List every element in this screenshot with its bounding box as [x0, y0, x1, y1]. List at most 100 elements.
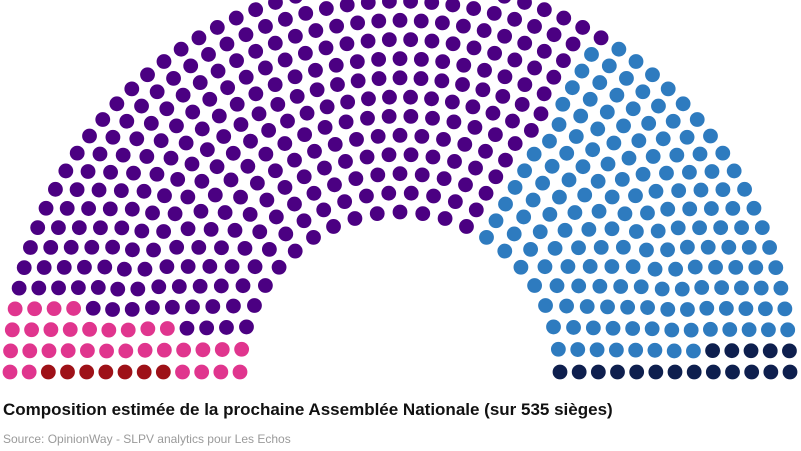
seat-dot-group-3 [179, 320, 195, 336]
seat-dot-group-4 [592, 75, 608, 90]
seat-dot-group-3 [258, 278, 273, 293]
seat-dot-group-4 [517, 163, 532, 179]
seat-dot-group-3 [248, 86, 264, 102]
seat-dot-group-2 [80, 343, 95, 359]
seat-dot-group-4 [513, 259, 529, 275]
seat-dot-group-4 [600, 299, 615, 315]
seat-dot-group-1 [79, 364, 95, 380]
seat-dot-group-3 [296, 169, 312, 185]
seat-dot-group-4 [537, 259, 553, 275]
seat-dot-group-4 [628, 54, 644, 69]
seat-dot-group-3 [277, 136, 293, 151]
seat-dot-group-3 [58, 163, 74, 179]
seat-dot-group-3 [424, 33, 440, 49]
seat-dot-group-3 [180, 259, 196, 274]
seat-dot-group-3 [268, 163, 283, 179]
seat-dot-group-3 [326, 219, 341, 234]
seat-dot-group-3 [268, 0, 283, 10]
parliament-chart [2, 0, 798, 380]
seat-dot-group-2 [214, 342, 230, 357]
seat-dot-group-3 [110, 281, 126, 297]
seat-dot-group-3 [137, 261, 153, 277]
seat-dot-group-4 [670, 220, 686, 236]
seat-dot-group-3 [36, 260, 52, 275]
seat-dot-group-4 [523, 241, 539, 257]
seat-dot-group-3 [360, 0, 376, 10]
seat-dot-group-3 [185, 104, 201, 120]
seat-dot-group-3 [92, 146, 108, 162]
seat-dot-group-3 [319, 99, 335, 115]
seat-dot-group-4 [746, 200, 762, 216]
seat-dot-group-3 [11, 280, 27, 296]
seat-dot-group-4 [633, 279, 649, 295]
seat-dot-group-3 [306, 185, 322, 201]
seat-dot-group-4 [599, 104, 615, 120]
seat-dot-group-3 [361, 91, 376, 107]
seat-dot-group-4 [619, 70, 634, 86]
seat-dot-group-4 [544, 158, 560, 174]
seat-dot-group-4 [625, 321, 641, 336]
seat-dot-group-4 [601, 58, 617, 74]
seat-dot-group-3 [348, 171, 364, 187]
seat-dot-group-4 [683, 322, 699, 338]
seat-dot-group-4 [768, 260, 784, 276]
seat-dot-group-4 [660, 301, 676, 317]
seat-dot-group-3 [278, 11, 293, 27]
seat-dot-group-3 [381, 109, 397, 124]
seat-dot-group-3 [487, 127, 503, 143]
seat-dot-group-3 [240, 158, 256, 174]
seat-dot-group-4 [550, 341, 566, 357]
seat-dot-group-4 [645, 149, 661, 164]
seat-dot-group-3 [109, 96, 125, 112]
seat-dot-group-3 [277, 180, 293, 195]
seat-dot-group-4 [577, 187, 593, 203]
seat-dot-group-3 [84, 239, 100, 255]
seat-dot-group-5 [782, 343, 797, 359]
seat-dot-group-4 [703, 321, 718, 337]
seat-dot-group-3 [180, 221, 196, 237]
seat-dot-group-4 [741, 322, 757, 338]
seat-dot-group-4 [479, 230, 494, 245]
seat-dot-group-4 [591, 203, 607, 219]
seat-dot-group-2 [137, 342, 153, 358]
seat-dot-group-3 [468, 160, 483, 176]
seat-dot-group-2 [27, 301, 42, 317]
seat-dot-group-4 [574, 63, 590, 79]
seat-dot-group-4 [617, 206, 633, 222]
seat-dot-group-3 [497, 0, 511, 4]
seat-dot-group-4 [641, 115, 657, 131]
seat-dot-group-3 [134, 223, 150, 239]
seat-dot-group-3 [556, 53, 571, 69]
seat-dot-group-3 [593, 30, 609, 46]
seat-dot-group-2 [176, 342, 192, 358]
seat-dot-group-3 [466, 40, 482, 56]
seat-dot-group-3 [71, 220, 87, 236]
seat-dot-group-3 [477, 62, 492, 78]
seat-dot-group-3 [271, 259, 287, 275]
seat-dot-group-2 [156, 342, 172, 358]
seat-dot-group-3 [226, 298, 241, 314]
seat-dot-group-4 [666, 343, 682, 359]
seat-dot-group-4 [628, 342, 644, 358]
seat-dot-group-3 [318, 1, 334, 16]
seat-dot-group-2 [175, 364, 190, 380]
seat-dot-group-3 [48, 181, 63, 197]
seat-dot-group-2 [194, 364, 210, 380]
seat-dot-group-4 [748, 260, 764, 275]
seat-dot-group-3 [381, 32, 397, 48]
seat-dot-group-3 [278, 226, 294, 242]
seat-dot-group-3 [82, 128, 97, 144]
seat-dot-group-1 [136, 364, 152, 380]
seat-dot-group-3 [169, 239, 185, 255]
seat-dot-group-3 [349, 131, 364, 147]
seat-dot-group-3 [360, 110, 375, 126]
seat-dot-group-2 [41, 343, 57, 359]
seat-dot-group-5 [725, 364, 740, 380]
seat-dot-group-3 [403, 147, 419, 163]
seat-dot-group-3 [413, 52, 429, 67]
seat-dot-group-3 [146, 242, 161, 258]
seat-dot-group-4 [669, 147, 685, 163]
seat-dot-group-4 [535, 175, 551, 191]
seat-dot-group-3 [392, 12, 408, 28]
seat-dot-group-4 [718, 301, 734, 316]
